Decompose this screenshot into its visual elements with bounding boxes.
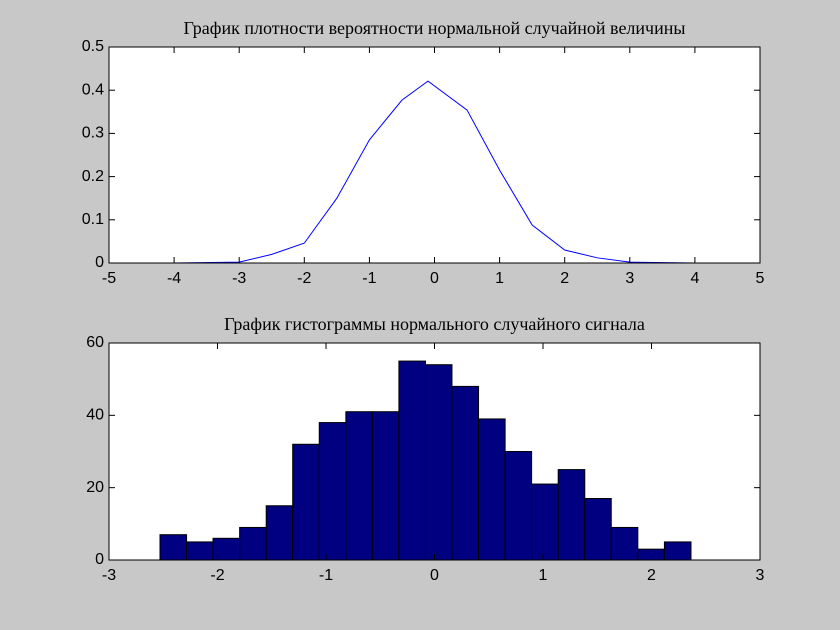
chart-title: График гистограммы нормального случайног… — [224, 314, 645, 334]
bar — [424, 364, 453, 561]
bar — [610, 526, 639, 561]
x-tick-label: -2 — [297, 270, 311, 287]
x-tick-label: 2 — [560, 270, 569, 287]
y-tick-label: 0.1 — [82, 211, 104, 228]
y-tick-label: 40 — [86, 407, 104, 424]
bar — [451, 385, 480, 561]
bar — [531, 483, 559, 561]
x-tick-label: -1 — [362, 270, 376, 287]
bar — [239, 526, 267, 561]
y-tick-label: 0.3 — [82, 125, 104, 142]
y-tick-label: 0 — [95, 551, 104, 568]
y-tick-label: 0.2 — [82, 168, 104, 185]
x-tick-label: -5 — [102, 270, 116, 287]
bar — [186, 541, 214, 561]
x-tick-label: 3 — [625, 270, 634, 287]
bar — [398, 360, 426, 561]
density-line — [109, 80, 760, 264]
x-tick-label: 0 — [430, 567, 439, 584]
bar — [265, 505, 294, 561]
y-tick-label: 0 — [95, 254, 104, 271]
bar — [345, 411, 373, 561]
y-tick-label: 20 — [86, 479, 104, 496]
x-tick-label: 1 — [539, 567, 548, 584]
x-tick-label: -4 — [167, 270, 181, 287]
y-tick-label: 0.5 — [82, 38, 104, 55]
x-tick-label: 4 — [690, 270, 699, 287]
x-tick-label: -3 — [102, 567, 116, 584]
bar — [371, 411, 400, 561]
bar — [292, 443, 320, 561]
x-tick-label: -2 — [210, 567, 224, 584]
bar — [504, 451, 533, 561]
bar — [557, 469, 586, 561]
bar — [663, 541, 692, 561]
x-tick-label: 3 — [756, 567, 765, 584]
bar — [159, 534, 188, 561]
bar — [478, 418, 506, 561]
plot-area — [109, 47, 760, 263]
x-tick-label: 5 — [756, 270, 765, 287]
bar — [318, 422, 347, 561]
x-tick-label: 2 — [647, 567, 656, 584]
x-tick-label: -1 — [319, 567, 333, 584]
chart-title: График плотности вероятности нормальной … — [184, 18, 686, 38]
x-tick-label: 0 — [430, 270, 439, 287]
bar — [584, 498, 612, 561]
x-tick-label: 1 — [495, 270, 504, 287]
x-tick-label: -3 — [232, 270, 246, 287]
y-tick-label: 60 — [86, 334, 104, 351]
y-tick-label: 0.4 — [82, 81, 104, 98]
